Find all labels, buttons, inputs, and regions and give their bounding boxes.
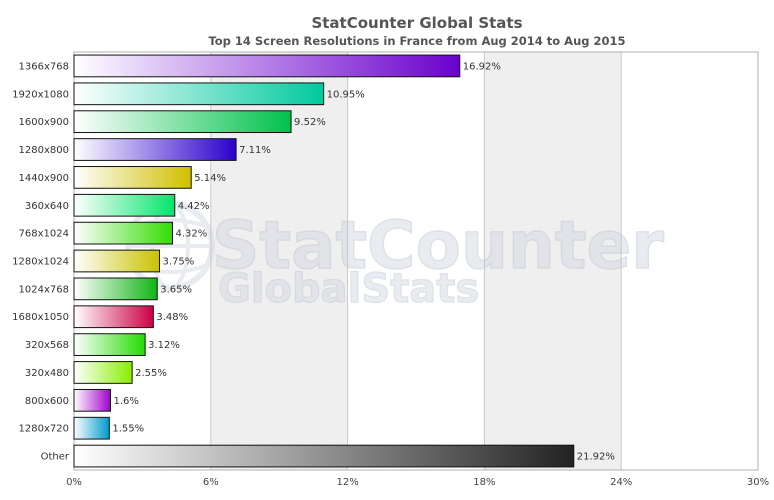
y-category-label: Other: [41, 452, 70, 463]
bar: [73, 54, 461, 78]
y-category-label: 1440x900: [19, 173, 69, 184]
x-tick-label: 18%: [473, 477, 495, 488]
chart-subtitle: Top 14 Screen Resolutions in France from…: [208, 34, 625, 48]
y-category-label: 1280x720: [19, 424, 69, 435]
bar-value-label: 2.55%: [135, 368, 167, 379]
y-category-label: 1024x768: [19, 284, 69, 295]
y-category-label: 320x480: [25, 368, 69, 379]
bar-value-label: 3.65%: [160, 284, 192, 295]
bar-value-label: 7.11%: [239, 145, 271, 156]
bar-value-label: 21.92%: [577, 452, 615, 463]
y-category-label: 1680x1050: [12, 312, 69, 323]
bar: [73, 249, 160, 273]
bar: [73, 193, 176, 217]
bar-value-label: 16.92%: [463, 61, 501, 72]
x-tick-label: 30%: [747, 477, 769, 488]
y-category-label: 1280x800: [19, 145, 69, 156]
y-category-label: 1600x900: [19, 117, 69, 128]
x-tick-label: 24%: [610, 477, 632, 488]
bar: [73, 305, 154, 329]
bar: [73, 333, 146, 356]
bar: [73, 82, 325, 106]
bar-value-label: 4.42%: [178, 201, 210, 212]
chart-title: StatCounter Global Stats: [311, 14, 522, 32]
watermark-line1: StatCounter: [212, 207, 664, 284]
y-category-label: 768x1024: [19, 229, 69, 240]
bar-value-label: 3.12%: [148, 340, 180, 351]
x-tick-label: 6%: [203, 477, 219, 488]
bar: [73, 110, 292, 134]
x-tick-label: 12%: [336, 477, 358, 488]
bar-value-label: 5.14%: [194, 173, 226, 184]
bar: [73, 138, 237, 161]
bar-value-label: 1.55%: [112, 424, 144, 435]
bar-value-label: 10.95%: [327, 89, 365, 100]
y-category-label: 1280x1024: [12, 257, 69, 268]
x-tick-label: 0%: [66, 477, 82, 488]
bar: [73, 416, 110, 440]
y-category-label: 800x600: [25, 396, 69, 407]
bar-value-label: 9.52%: [294, 117, 326, 128]
bar-value-label: 4.32%: [175, 229, 207, 240]
y-category-label: 1366x768: [19, 61, 69, 72]
grid-band: [484, 52, 622, 470]
bar: [73, 361, 133, 384]
bar: [73, 444, 575, 468]
bar: [73, 277, 158, 301]
y-category-label: 1920x1080: [12, 89, 69, 100]
watermark-line2: GlobalStats: [218, 266, 479, 312]
bar-value-label: 3.48%: [156, 312, 188, 323]
bar: [73, 221, 173, 245]
bar: [73, 166, 192, 189]
bar-value-label: 3.75%: [163, 257, 195, 268]
y-category-label: 360x640: [25, 201, 69, 212]
bar-value-label: 1.6%: [113, 396, 138, 407]
y-category-label: 320x568: [25, 340, 69, 351]
bar: [73, 388, 111, 412]
